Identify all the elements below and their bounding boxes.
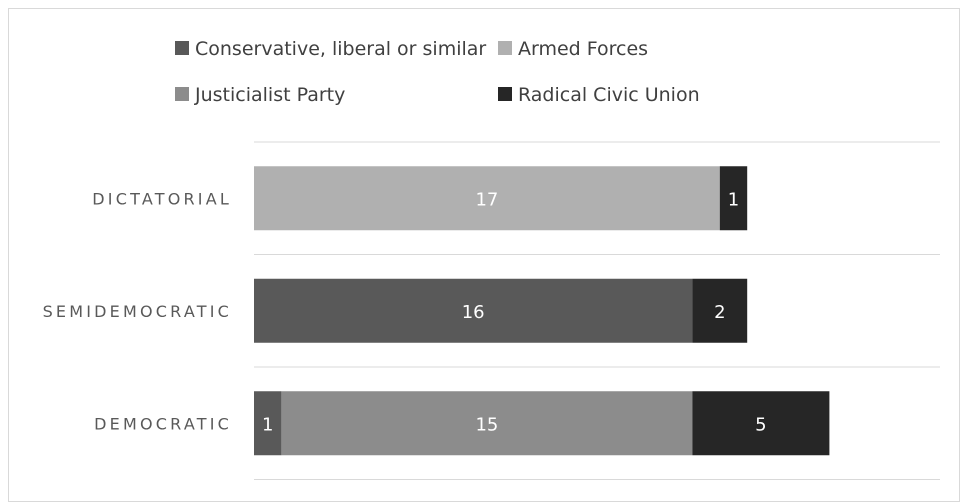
legend-swatch-justicialist-party [175,87,189,101]
data-label-dictatorial-radical-civic-union: 1 [728,189,739,210]
bar-segment-dictatorial-radical-civic-union [719,166,748,231]
data-label-dictatorial-armed-forces: 17 [475,189,498,210]
legend: Conservative, liberal or similar Armed Fo… [175,38,700,106]
category-label-semidemocratic: SEMIDEMOCRATIC [43,302,232,321]
category-label-democratic: DEMOCRATIC [94,414,232,433]
data-label-democratic-justicialist-party: 15 [475,414,498,435]
bar-segment-democratic-justicialist-party [281,391,693,456]
data-label-democratic-conservative-liberal-or-similar: 1 [262,414,273,435]
legend-label-armed-forces: Armed Forces [518,38,648,60]
legend-label-conservative-liberal-or-similar: Conservative, liberal or similar [195,38,486,60]
legend-label-justicialist-party: Justicialist Party [194,84,345,106]
data-label-semidemocratic-conservative-liberal-or-similar: 16 [462,302,485,323]
category-label-dictatorial: DICTATORIAL [92,189,232,208]
legend-swatch-armed-forces [498,41,512,55]
bar-segment-democratic-radical-civic-union [692,391,830,456]
data-label-semidemocratic-radical-civic-union: 2 [714,302,725,323]
legend-swatch-radical-civic-union [498,87,512,101]
category-labels: DICTATORIAL SEMIDEMOCRATIC DEMOCRATIC [43,189,232,433]
legend-swatch-conservative-liberal-or-similar [175,41,189,55]
bar-segment-democratic-conservative-liberal-or-similar [254,391,282,456]
legend-label-radical-civic-union: Radical Civic Union [518,84,700,106]
bar-segment-semidemocratic-conservative-liberal-or-similar [254,278,693,343]
data-labels: 17 1 16 2 1 15 5 [262,189,767,435]
data-label-democratic-radical-civic-union: 5 [755,414,766,435]
gridlines [254,141,940,480]
bar-segment-semidemocratic-radical-civic-union [692,278,748,343]
bar-segment-dictatorial-armed-forces [254,166,720,231]
bars [254,166,830,456]
